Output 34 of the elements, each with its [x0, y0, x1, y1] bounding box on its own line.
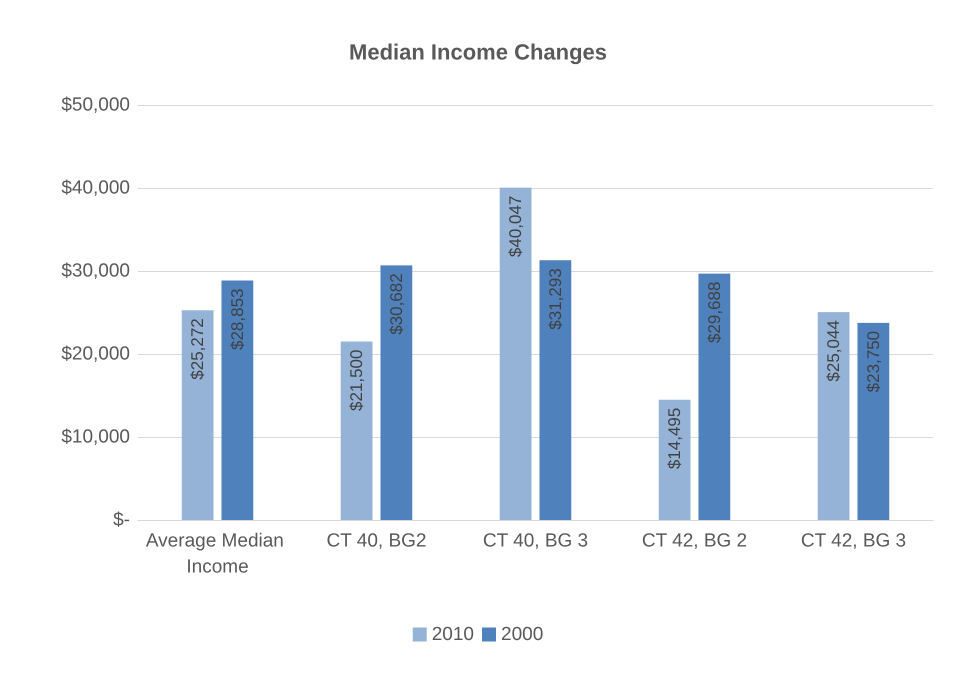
bar [539, 260, 572, 520]
x-tick-label: CT 42, BG 2 [642, 530, 748, 552]
x-tick-label: Average Median Income [146, 530, 290, 578]
legend-label: 2010 [432, 624, 474, 645]
y-tick-label: $- [113, 510, 130, 530]
bar [698, 274, 730, 520]
bar [658, 400, 691, 520]
data-label: $21,500 [347, 350, 366, 412]
legend-label: 2000 [501, 624, 544, 645]
data-label: $29,688 [704, 282, 724, 344]
y-tick-label: $40,000 [61, 178, 130, 198]
bar [857, 322, 890, 520]
y-tick-label: $20,000 [61, 344, 130, 364]
data-label: $14,495 [665, 408, 684, 470]
data-label: $23,750 [864, 330, 883, 392]
data-label: $25,044 [824, 320, 844, 382]
chart-title: Median Income Changes [349, 40, 607, 64]
x-tick-label: CT 42, BG 3 [800, 530, 906, 552]
data-label: $28,853 [228, 288, 247, 350]
bar [818, 312, 850, 520]
y-tick-label: $30,000 [61, 260, 130, 282]
y-tick-label: $50,000 [61, 94, 130, 116]
bar [500, 188, 532, 520]
bar [340, 342, 373, 520]
bar [380, 265, 412, 520]
data-label: $40,047 [506, 196, 526, 258]
bar [221, 280, 254, 520]
x-tick-label: CT 40, BG 3 [482, 530, 588, 552]
x-tick-label: CT 40, BG2 [326, 530, 426, 552]
y-tick-label: $10,000 [61, 426, 130, 448]
data-label: $25,272 [188, 318, 208, 380]
bar [182, 310, 214, 520]
data-label: $30,682 [386, 273, 406, 335]
data-label: $31,293 [546, 268, 565, 330]
